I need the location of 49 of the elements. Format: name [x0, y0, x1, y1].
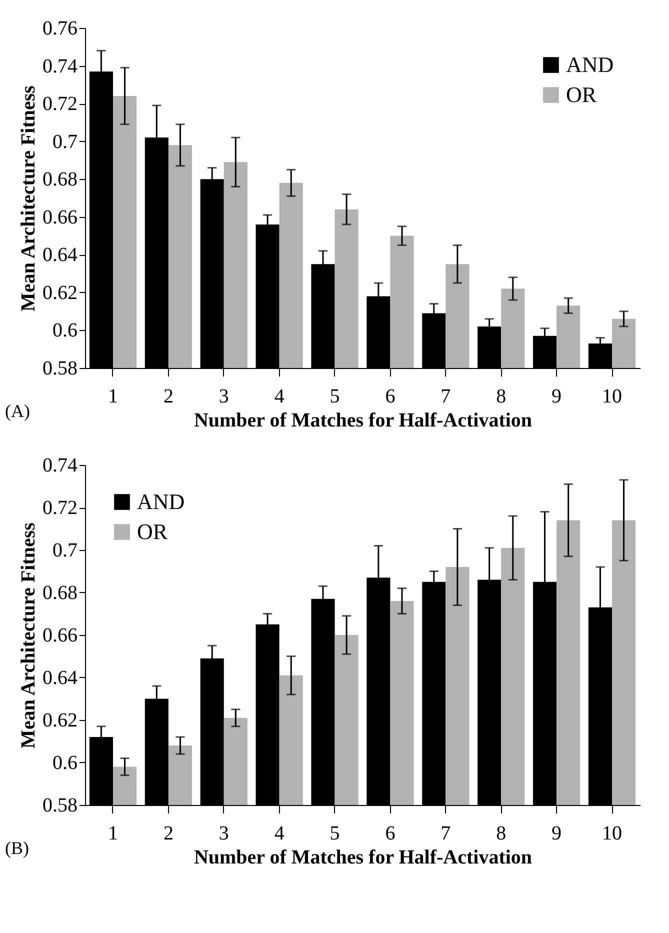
x-tick-label: 6 — [385, 822, 396, 844]
y-tick-label: 0.6 — [52, 320, 78, 342]
legend-label: OR — [566, 82, 597, 107]
y-tick-label: 0.58 — [42, 794, 78, 816]
x-tick-label: 10 — [602, 386, 622, 408]
x-tick-label: 2 — [163, 822, 174, 844]
y-tick-label: 0.76 — [42, 18, 78, 40]
x-tick-label: 4 — [274, 822, 284, 844]
legend-label: OR — [137, 519, 168, 544]
y-tick-label: 0.72 — [42, 93, 78, 116]
x-tick-label: 3 — [218, 386, 229, 408]
y-tick-label: 0.64 — [42, 667, 78, 689]
x-tick-label: 10 — [602, 822, 622, 844]
x-tick-label: 9 — [552, 822, 562, 844]
x-tick-label: 6 — [385, 386, 396, 408]
y-tick-label: 0.74 — [42, 55, 78, 78]
x-tick-label: 9 — [552, 386, 562, 408]
text: (B) — [5, 838, 29, 858]
x-tick-label: 1 — [108, 386, 118, 408]
y-tick-label: 0.7 — [52, 540, 78, 562]
y-tick-label: 0.66 — [42, 206, 78, 228]
y-tick-label: 0.6 — [52, 752, 78, 774]
x-tick-label: 5 — [330, 386, 340, 408]
y-tick-label: 0.74 — [42, 454, 78, 476]
legend-label: AND — [566, 52, 614, 77]
y-tick-label: 0.7 — [52, 130, 78, 153]
y-tick-label: 0.66 — [42, 624, 78, 646]
x-tick-label: 1 — [108, 822, 118, 844]
x-axis-title: Number of Matches for Half-Activation — [194, 846, 532, 868]
x-tick-label: 8 — [496, 386, 506, 408]
y-tick-label: 0.58 — [42, 358, 78, 380]
x-tick-label: 4 — [274, 386, 284, 408]
text: (A) — [5, 401, 30, 421]
x-tick-label: 8 — [496, 822, 506, 844]
y-tick-label: 0.68 — [42, 582, 78, 604]
y-tick-label: 0.72 — [42, 497, 78, 519]
x-tick-label: 7 — [440, 822, 451, 844]
legend-label: AND — [137, 489, 185, 514]
y-tick-label: 0.62 — [42, 710, 78, 732]
y-tick-label: 0.62 — [42, 282, 78, 304]
x-tick-label: 2 — [163, 386, 174, 408]
x-tick-label: 5 — [330, 822, 340, 844]
y-axis-title: Mean Architecture Fitness — [18, 85, 40, 312]
y-axis-title: Mean Architecture Fitness — [18, 522, 40, 748]
x-tick-label: 7 — [440, 386, 451, 408]
y-tick-label: 0.68 — [42, 168, 78, 191]
x-tick-label: 3 — [218, 822, 229, 844]
x-axis-title: Number of Matches for Half-Activation — [194, 410, 532, 432]
y-tick-label: 0.64 — [42, 244, 78, 266]
